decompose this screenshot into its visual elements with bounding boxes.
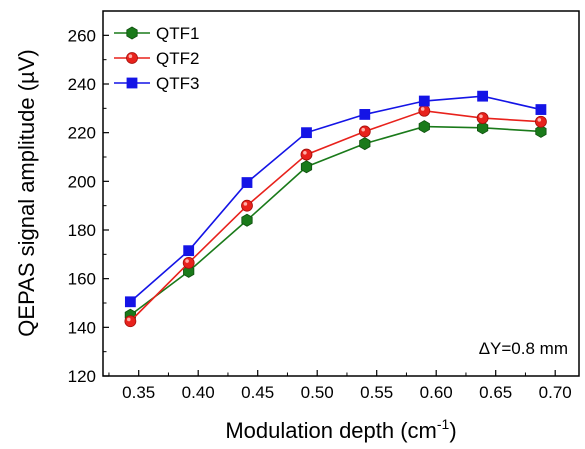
- data-point: [477, 90, 489, 102]
- data-point-highlight: [243, 202, 248, 206]
- data-point: [183, 245, 195, 257]
- y-tick-label: 220: [68, 124, 96, 143]
- data-point-body: [358, 125, 371, 138]
- legend-item-qtf1: QTF1: [114, 24, 199, 43]
- x-axis-title-end: ): [449, 418, 456, 443]
- x-tick-label: 0.70: [539, 383, 572, 402]
- legend-item-qtf2: QTF2: [114, 49, 199, 68]
- data-point: [535, 104, 547, 115]
- data-point: [301, 127, 312, 139]
- y-tick-label: 200: [68, 172, 96, 191]
- data-point: [476, 112, 489, 124]
- legend-marker-highlight: [128, 54, 133, 58]
- data-point: [124, 315, 137, 328]
- y-axis: 120 140 160 180 200 220 240 260: [68, 10, 109, 386]
- data-point-highlight: [126, 317, 131, 322]
- data-point: [535, 115, 547, 128]
- y-tick-label: 160: [68, 270, 96, 289]
- x-axis-title: Modulation depth (cm-1): [225, 416, 456, 443]
- data-point: [535, 124, 547, 138]
- series-line: [129, 125, 541, 316]
- legend-label: QTF2: [156, 49, 199, 68]
- legend-label: QTF3: [156, 74, 199, 93]
- annotation: ΔY=0.8 mm: [479, 339, 568, 358]
- y-tick-label: 140: [68, 318, 96, 337]
- data-point-highlight: [185, 259, 189, 263]
- series-line: [129, 109, 541, 322]
- x-axis-title-sup: -1: [437, 416, 450, 432]
- data-point-highlight: [537, 118, 542, 122]
- y-tick-label: 180: [68, 221, 96, 240]
- data-point: [241, 213, 253, 227]
- data-point: [300, 160, 313, 174]
- x-tick-label: 0.60: [420, 383, 453, 402]
- data-point: [418, 95, 430, 107]
- data-point-body: [418, 104, 431, 117]
- x-axis-title-main: Modulation depth (cm: [225, 418, 437, 443]
- legend-item-qtf3: QTF3: [114, 74, 199, 93]
- x-tick-label: 0.65: [479, 383, 512, 402]
- series-layer: [124, 90, 547, 328]
- plot-frame: [102, 10, 580, 377]
- x-tick-label: 0.50: [301, 383, 334, 402]
- data-point-body: [535, 115, 547, 128]
- legend: QTF1 QTF2 QTF3: [114, 24, 199, 93]
- data-point: [241, 199, 253, 212]
- data-point-highlight: [420, 107, 425, 111]
- data-point: [300, 148, 313, 161]
- x-tick-label: 0.55: [360, 383, 393, 402]
- y-axis-title: QEPAS signal amplitude (µV): [14, 49, 39, 336]
- data-point: [418, 120, 430, 134]
- data-point-highlight: [479, 114, 483, 119]
- series-qtf3: [124, 90, 547, 308]
- data-point: [358, 125, 371, 138]
- x-axis: 0.35 0.40 0.45 0.50 0.55 0.60 0.65 0.70: [108, 370, 572, 402]
- y-tick-label: 240: [68, 75, 96, 94]
- data-point: [124, 296, 136, 308]
- x-tick-label: 0.40: [182, 383, 215, 402]
- data-point: [418, 104, 431, 117]
- data-point-body: [241, 199, 253, 212]
- x-tick-label: 0.35: [122, 383, 155, 402]
- y-tick-label: 120: [68, 367, 96, 386]
- legend-marker: [126, 26, 138, 40]
- data-point: [477, 121, 489, 135]
- data-point-highlight: [361, 127, 366, 132]
- data-point-body: [124, 315, 137, 328]
- data-point-body: [182, 256, 195, 269]
- legend-marker-body: [126, 52, 138, 64]
- legend-label: QTF1: [156, 24, 199, 43]
- data-point: [241, 177, 253, 188]
- data-point-body: [476, 112, 489, 124]
- x-tick-label: 0.45: [241, 383, 274, 402]
- data-point-body: [300, 148, 313, 161]
- series-line: [129, 95, 542, 303]
- data-point-highlight: [303, 150, 307, 155]
- y-tick-label: 260: [68, 26, 96, 45]
- series-qtf2: [124, 104, 547, 328]
- series-qtf1: [124, 120, 547, 322]
- data-point: [359, 109, 371, 120]
- legend-marker: [126, 77, 138, 89]
- data-point: [182, 256, 195, 269]
- legend-marker: [126, 52, 138, 64]
- data-point: [359, 137, 371, 151]
